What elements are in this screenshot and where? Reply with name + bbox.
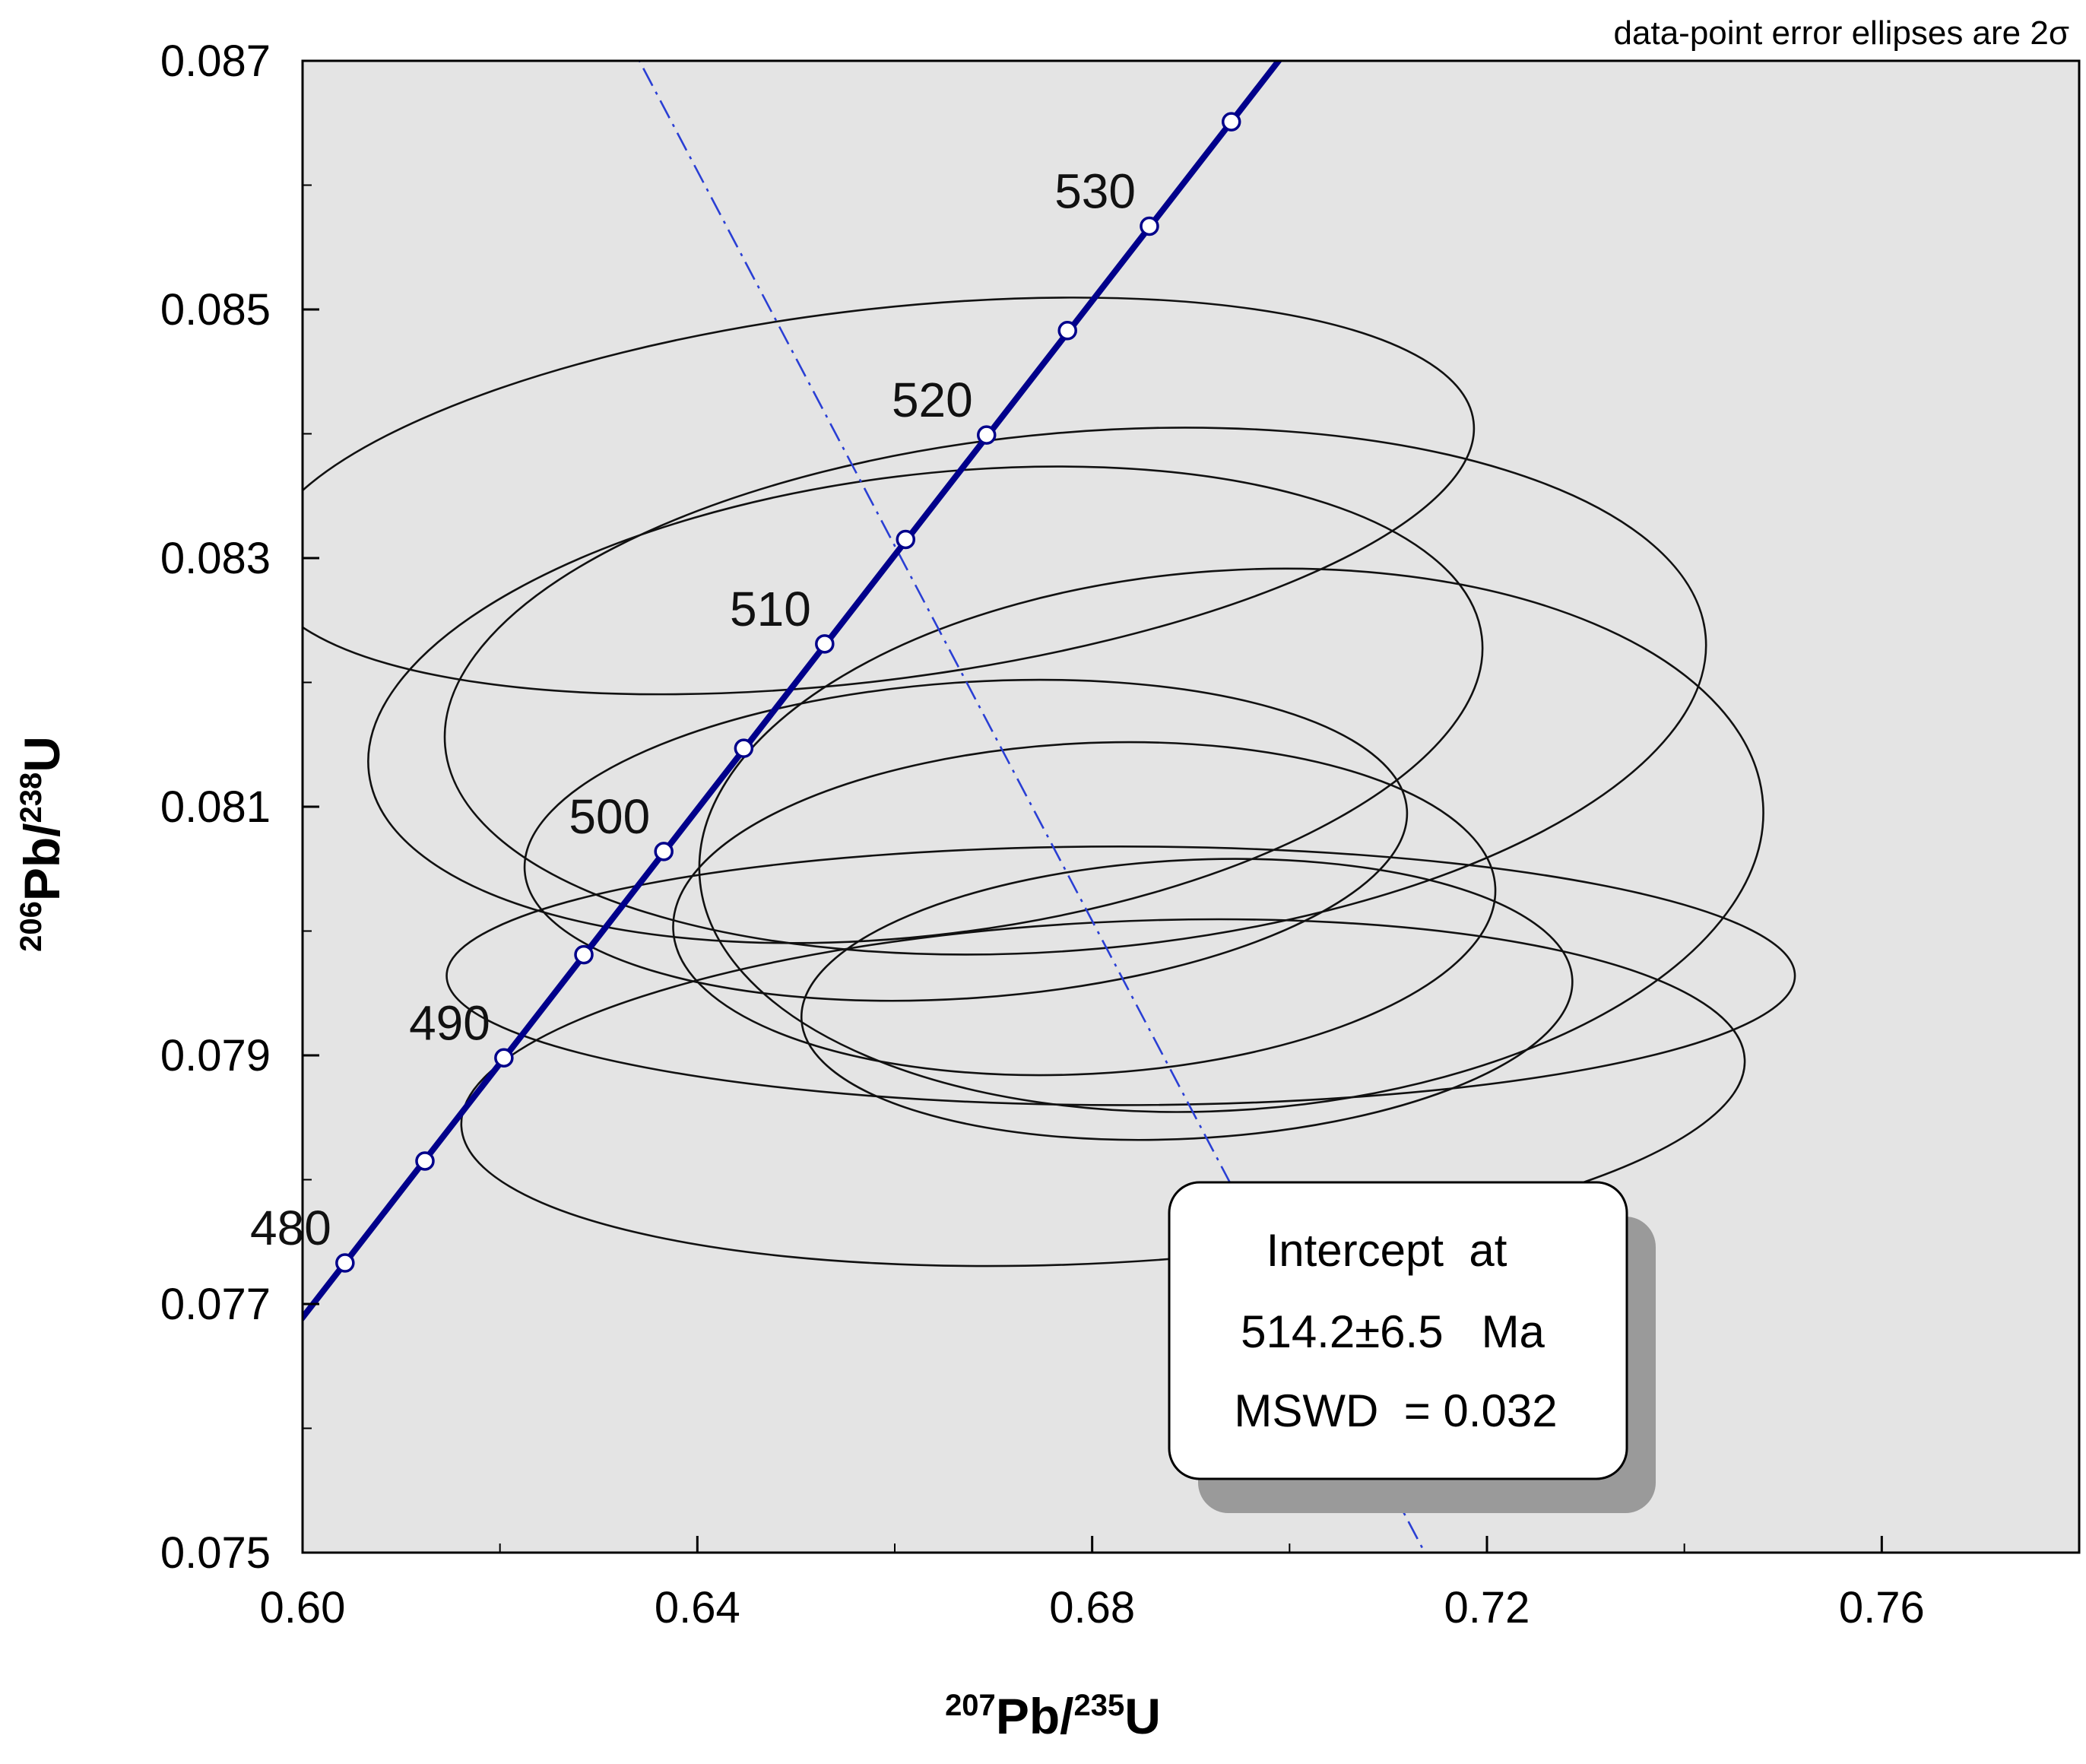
concordia-age-labels: 480 490 500 510 520 530: [250, 163, 1136, 1255]
age-label-490: 490: [409, 995, 490, 1050]
y-tick-label: 0.087: [160, 36, 271, 86]
error-ellipse-3: [367, 465, 1484, 944]
error-ellipse-4: [523, 678, 1409, 1002]
age-label-480: 480: [250, 1201, 331, 1255]
concordia-curve: [303, 61, 1283, 1323]
age-label-520: 520: [892, 373, 973, 427]
y-tick-label: 0.075: [160, 1528, 271, 1578]
age-marker-505: [734, 738, 754, 758]
age-marker-490: [494, 1048, 514, 1068]
error-ellipse-2: [443, 427, 1707, 956]
x-axis-title: 207Pb/235U: [945, 1688, 1161, 1744]
y-tick-label: 0.085: [160, 285, 271, 335]
x-tick-label: 0.64: [655, 1583, 740, 1632]
age-label-510: 510: [730, 582, 811, 636]
mswd-value: MSWD = 0.032: [1234, 1385, 1557, 1436]
age-marker-515: [896, 529, 916, 550]
y-axis-title: 206Pb/238U: [14, 736, 70, 952]
age-marker-500: [654, 842, 674, 861]
error-ellipse-6: [672, 741, 1497, 1077]
x-tick-label: 0.76: [1839, 1583, 1925, 1632]
error-ellipse-7: [800, 858, 1574, 1141]
intercept-label: Intercept at: [1266, 1225, 1507, 1276]
age-label-500: 500: [569, 789, 650, 844]
intercept-age: 514.2±6.5 Ma: [1241, 1306, 1545, 1357]
x-tick-label: 0.68: [1049, 1583, 1135, 1632]
age-label-530: 530: [1054, 163, 1136, 218]
age-marker-495: [574, 944, 594, 965]
intercept-result-box: Intercept at 514.2±6.5 Ma MSWD = 0.032: [1168, 1181, 1656, 1513]
age-marker-525: [1057, 321, 1077, 341]
error-ellipse-8: [445, 846, 1796, 1106]
error-ellipse-1: [303, 297, 1476, 696]
age-marker-480: [335, 1253, 355, 1273]
x-tick-label: 0.60: [260, 1583, 346, 1632]
result-box-panel: [1168, 1181, 1628, 1480]
y-tick-label: 0.079: [160, 1031, 271, 1080]
concordia-line: [303, 61, 1283, 1323]
y-tick-label: 0.083: [160, 534, 271, 583]
age-marker-520: [976, 425, 997, 445]
ellipse-note: data-point error ellipses are 2σ: [1614, 14, 2069, 52]
y-tick-label: 0.081: [160, 782, 271, 832]
error-ellipse-5: [698, 567, 1764, 1113]
x-tick-label: 0.72: [1444, 1583, 1530, 1632]
axes: 0.60 0.64 0.68 0.72 0.76 0.075 0.077 0.079 0.081…: [160, 36, 1925, 1632]
age-marker-510: [815, 634, 835, 654]
age-marker-535: [1221, 112, 1241, 132]
y-tick-label: 0.077: [160, 1280, 271, 1329]
age-marker-485: [415, 1151, 435, 1171]
age-marker-530: [1140, 216, 1159, 236]
error-ellipses: [303, 297, 1796, 1267]
